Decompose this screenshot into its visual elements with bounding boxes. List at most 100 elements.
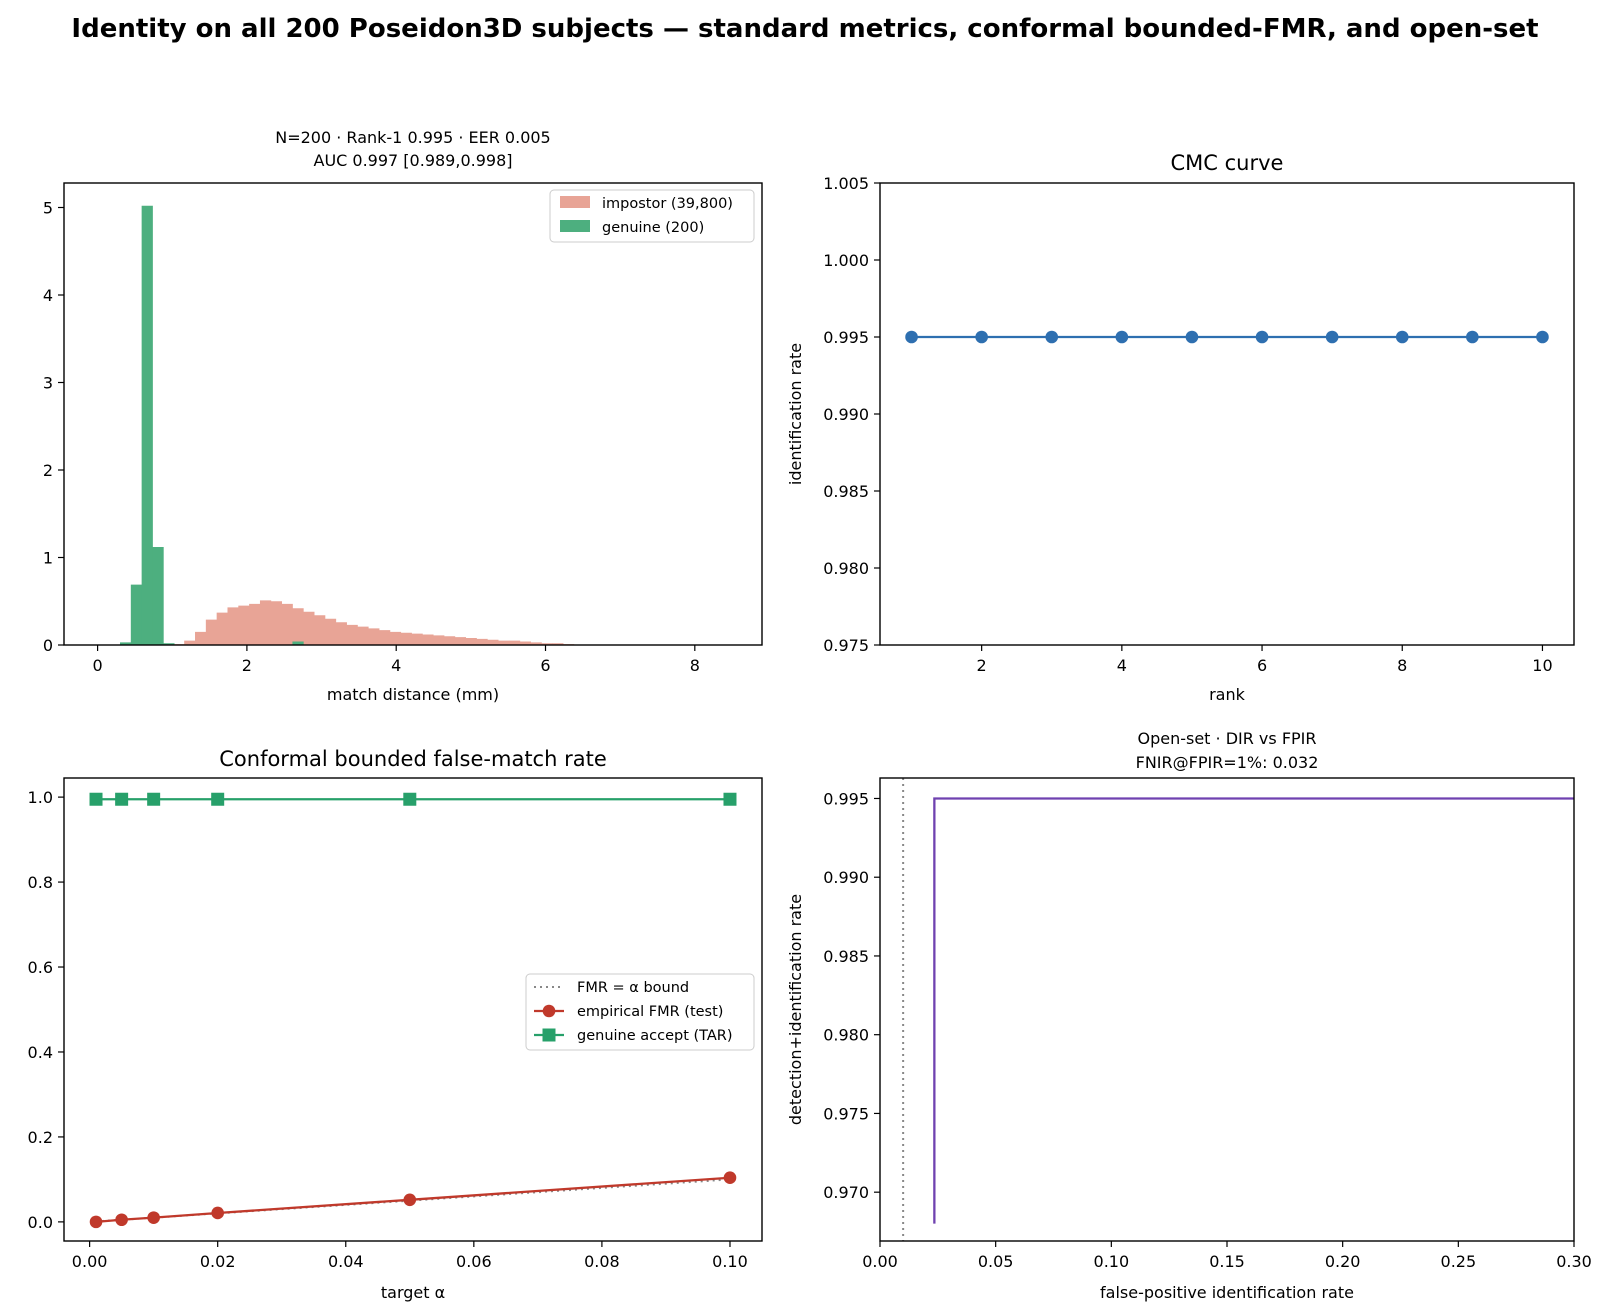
cmc-ylabel: identification rate <box>786 343 805 485</box>
histogram-ytick-label: 3 <box>43 374 53 393</box>
impostor-bar <box>216 612 228 645</box>
openset-axes-frame <box>879 777 1575 1242</box>
cmc-point <box>975 330 988 344</box>
openset-ytick-label: 0.975 <box>823 1104 869 1123</box>
cmc-point <box>1185 330 1199 344</box>
conformal-ytick-label: 0.6 <box>28 958 53 977</box>
dir-fpir-line <box>933 797 1574 1224</box>
impostor-bar <box>195 631 207 645</box>
cmc-point <box>1325 330 1339 344</box>
empirical-fmr-point <box>115 1213 128 1227</box>
conformal-ytick-label: 0.2 <box>28 1128 53 1147</box>
histogram-xlabel: match distance (mm) <box>327 685 499 704</box>
impostor-bar <box>249 603 261 645</box>
cmc-ytick-label: 0.975 <box>823 636 869 655</box>
conformal-legend-box <box>525 973 755 1051</box>
tar-legend-label: genuine accept (TAR) <box>577 1028 733 1044</box>
openset-xtick-label: 0.05 <box>978 1252 1014 1271</box>
conformal-ytick-label: 0.8 <box>28 873 53 892</box>
impostor-bar <box>541 643 553 645</box>
openset-xtick-label: 0.25 <box>1441 1252 1477 1271</box>
tar-point <box>115 792 129 806</box>
empirical-fmr-point <box>403 1193 417 1207</box>
histogram-xtick-label: 8 <box>690 656 700 675</box>
openset-ytick-label: 0.970 <box>823 1183 869 1202</box>
openset-xtick-label: 0.10 <box>1094 1252 1130 1271</box>
conformal-ytick-label: 0.0 <box>28 1213 53 1232</box>
impostor-bar <box>205 619 218 645</box>
impostor-bar <box>346 624 358 645</box>
fmr-legend-label: empirical FMR (test) <box>577 1004 723 1020</box>
impostor-bar <box>379 630 391 645</box>
histogram-xtick-label: 2 <box>242 656 252 675</box>
histogram-ytick-label: 4 <box>43 286 53 305</box>
impostor-bar <box>433 635 445 645</box>
genuine-legend-swatch <box>560 220 590 232</box>
conformal-ytick-label: 1.0 <box>28 788 53 807</box>
impostor-bar <box>357 626 369 645</box>
impostor-bar <box>335 622 347 645</box>
openset-xtick-label: 0.00 <box>862 1252 898 1271</box>
conformal-xtick-label: 0.06 <box>456 1252 492 1271</box>
histogram-xtick-label: 0 <box>92 656 102 675</box>
tar-point <box>211 792 225 806</box>
cmc-xtick-label: 4 <box>1117 656 1127 675</box>
cmc-title: CMC curve <box>1171 151 1284 175</box>
figure-title: Identity on all 200 Poseidon3D subjects … <box>71 14 1539 44</box>
conformal-xtick-label: 0.10 <box>712 1252 748 1271</box>
tar-legend-marker <box>542 1028 556 1042</box>
empirical-fmr-point <box>723 1171 737 1185</box>
conformal-xtick-label: 0.04 <box>328 1252 364 1271</box>
impostor-bar <box>454 637 467 645</box>
conformal-xtick-label: 0.02 <box>200 1252 236 1271</box>
impostor-bar <box>184 640 196 645</box>
conformal-xtick-label: 0.08 <box>584 1252 620 1271</box>
histogram-ytick-label: 5 <box>43 199 53 218</box>
tar-point <box>147 792 161 806</box>
openset-ytick-label: 0.985 <box>823 947 869 966</box>
cmc-xtick-label: 8 <box>1397 656 1407 675</box>
impostor-bar <box>411 633 423 645</box>
cmc-ytick-label: 1.000 <box>823 251 869 270</box>
cmc-point <box>1395 330 1409 344</box>
cmc-point <box>1045 330 1059 344</box>
genuine-bar <box>119 642 132 645</box>
histogram-subtitle: AUC 0.997 [0.989,0.998] <box>314 151 513 170</box>
conformal-axes-frame <box>63 777 763 1242</box>
impostor-bar <box>281 603 293 645</box>
conformal-title: Conformal bounded false-match rate <box>219 747 607 771</box>
impostor-bar <box>476 638 488 645</box>
cmc-point <box>905 330 918 344</box>
cmc-ytick-label: 0.990 <box>823 405 869 424</box>
impostor-bar <box>270 601 283 645</box>
impostor-bar <box>292 608 304 645</box>
impostor-bar <box>552 643 564 645</box>
impostor-bar <box>530 642 542 645</box>
impostor-bar <box>465 638 477 645</box>
impostor-bar <box>259 600 272 645</box>
genuine-bar <box>163 643 175 645</box>
genuine-bar <box>152 547 164 645</box>
cmc-point <box>1255 330 1269 344</box>
histogram-xtick-label: 4 <box>391 656 401 675</box>
cmc-ytick-label: 1.005 <box>823 174 869 193</box>
impostor-bar <box>422 634 434 645</box>
empirical-fmr-point <box>211 1206 224 1220</box>
openset-title: Open-set · DIR vs FPIR <box>1137 729 1316 748</box>
empirical-fmr-point <box>147 1211 160 1224</box>
cmc-point <box>1536 330 1549 344</box>
cmc-point <box>1115 330 1129 344</box>
conformal-xtick-label: 0.00 <box>72 1252 108 1271</box>
genuine-bar <box>292 641 304 645</box>
openset-xtick-label: 0.15 <box>1209 1252 1245 1271</box>
cmc-ytick-label: 0.980 <box>823 559 869 578</box>
impostor-bar <box>368 628 380 645</box>
impostor-bar <box>227 607 239 645</box>
openset-subtitle: FNIR@FPIR=1%: 0.032 <box>1136 753 1319 772</box>
cmc-xtick-label: 6 <box>1257 656 1267 675</box>
fmr-legend-marker <box>542 1004 556 1018</box>
cmc-axes-frame <box>879 182 1575 646</box>
genuine-bar <box>141 205 153 645</box>
cmc-xtick-label: 10 <box>1532 656 1552 675</box>
